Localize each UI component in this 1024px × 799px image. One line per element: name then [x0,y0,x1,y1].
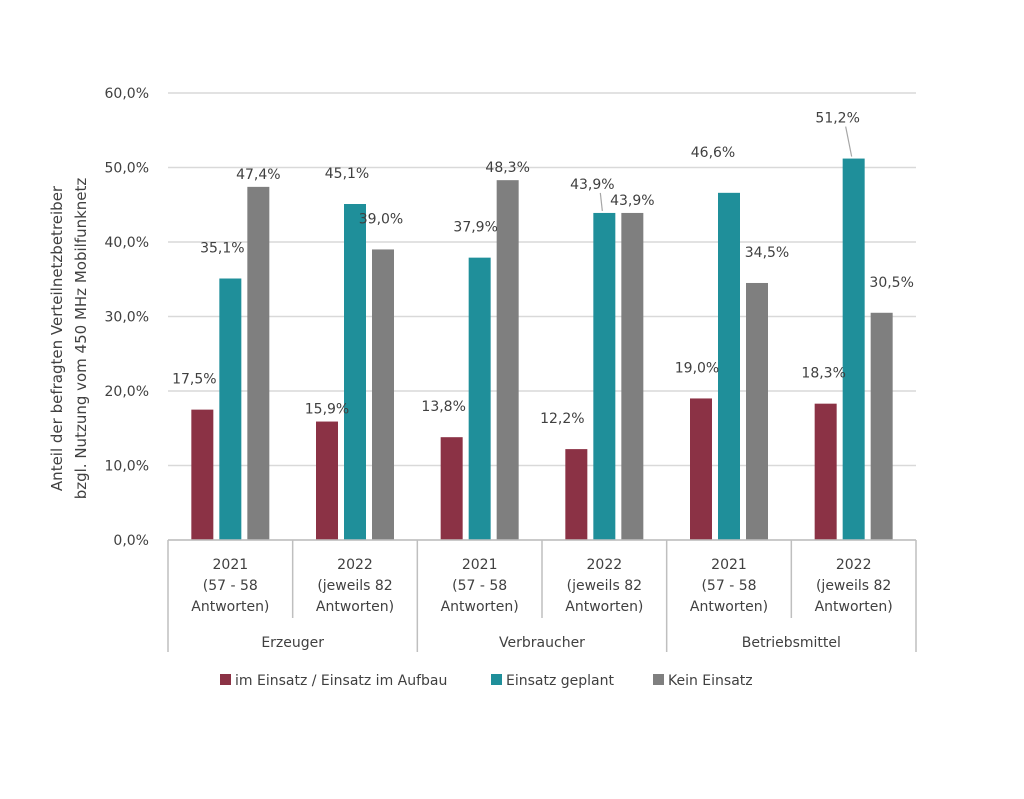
bar-1-1 [344,204,366,540]
legend-swatch [653,674,664,685]
group-label: Betriebsmittel [742,635,841,651]
bar-2-3 [621,212,644,540]
legend-entry: Kein Einsatz [668,673,753,689]
data-label: 18,3% [801,366,845,382]
category-label: (jeweils 82 [567,578,642,594]
x-axis: 2021 (57 - 58 Antworten) 2022 (jeweils 82 Ant… [167,539,917,652]
category-label: (57 - 58 [452,578,507,594]
leader-lines [599,126,853,212]
data-label: 15,9% [305,402,349,418]
data-label: 13,8% [421,399,465,415]
category-label: Antworten) [441,599,519,615]
category-label: Antworten) [815,599,893,615]
category-label: Antworten) [690,599,768,615]
y-axis-title: Anteil der befragten Verteilnetzbetreibe… [48,178,90,500]
leader-line [845,126,853,157]
data-label: 46,6% [691,145,735,161]
bar-2-4 [746,282,768,540]
category-label: 2021 [462,557,498,573]
data-label: 45,1% [325,166,369,182]
category-label: 2022 [587,557,623,573]
data-label: 34,5% [745,245,789,261]
bars [191,158,893,541]
bar-1-4 [718,192,740,540]
data-label: 37,9% [453,220,497,236]
bar-1-5 [842,158,865,540]
data-label: 51,2% [815,111,859,127]
bar-0-4 [690,398,712,540]
data-label: 12,2% [540,411,584,427]
y-tick-label: 20,0% [105,384,149,400]
y-tick-label: 30,0% [105,310,149,326]
bar-1-3 [593,212,616,540]
bar-0-2 [440,437,463,540]
legend-swatch [491,674,502,685]
bar-0-0 [191,409,214,540]
category-label: (57 - 58 [701,578,756,594]
bar-2-1 [372,249,394,540]
leader-line [599,192,603,212]
bar-2-5 [870,312,893,540]
y-tick-label: 0,0% [113,533,149,549]
y-axis-title-line: Anteil der befragten Verteilnetzbetreibe… [48,185,66,491]
y-tick-label: 40,0% [105,235,149,251]
category-label: (jeweils 82 [816,578,891,594]
category-label: Antworten) [316,599,394,615]
data-label: 48,3% [485,160,529,176]
group-label: Erzeuger [261,635,324,651]
data-label: 47,4% [236,167,280,183]
category-label: (57 - 58 [203,578,258,594]
y-tick-label: 50,0% [105,161,149,177]
legend-entry: Einsatz geplant [506,673,614,689]
data-label: 17,5% [172,372,216,388]
bar-0-3 [565,449,588,540]
bar-1-2 [468,257,491,540]
data-label: 39,0% [359,211,403,227]
y-tick-label: 10,0% [105,459,149,475]
category-label: (jeweils 82 [317,578,392,594]
y-tick-label: 60,0% [105,86,149,102]
group-label: Verbraucher [499,635,585,651]
category-label: Antworten) [565,599,643,615]
category-label: 2022 [337,557,373,573]
data-label: 43,9% [570,177,614,193]
category-label: 2021 [213,557,249,573]
legend-entry: im Einsatz / Einsatz im Aufbau [235,673,447,689]
bar-2-0 [247,186,270,540]
category-label: 2022 [836,557,872,573]
data-label: 35,1% [200,241,244,257]
data-label: 43,9% [610,193,654,209]
category-label: 2021 [711,557,747,573]
data-labels: 17,5% 15,9% 13,8% 12,2% 19,0% 18,3% 35,1% 45,1%… [172,111,914,428]
data-label: 30,5% [869,275,913,291]
gridlines [168,92,916,541]
y-axis-ticks: 0,0% 10,0% 20,0% 30,0% 40,0% 50,0% 60,0% [105,86,149,549]
legend: im Einsatz / Einsatz im Aufbau Einsatz ge… [220,673,753,689]
legend-swatch [220,674,231,685]
bar-0-1 [316,421,338,540]
bar-2-2 [496,180,519,541]
data-label: 19,0% [675,360,719,376]
bar-1-0 [219,278,242,540]
y-axis-title-line: bzgl. Nutzung vom 450 MHz Mobilfunknetz [72,178,90,500]
category-label: Antworten) [191,599,269,615]
bar-0-5 [814,403,837,540]
